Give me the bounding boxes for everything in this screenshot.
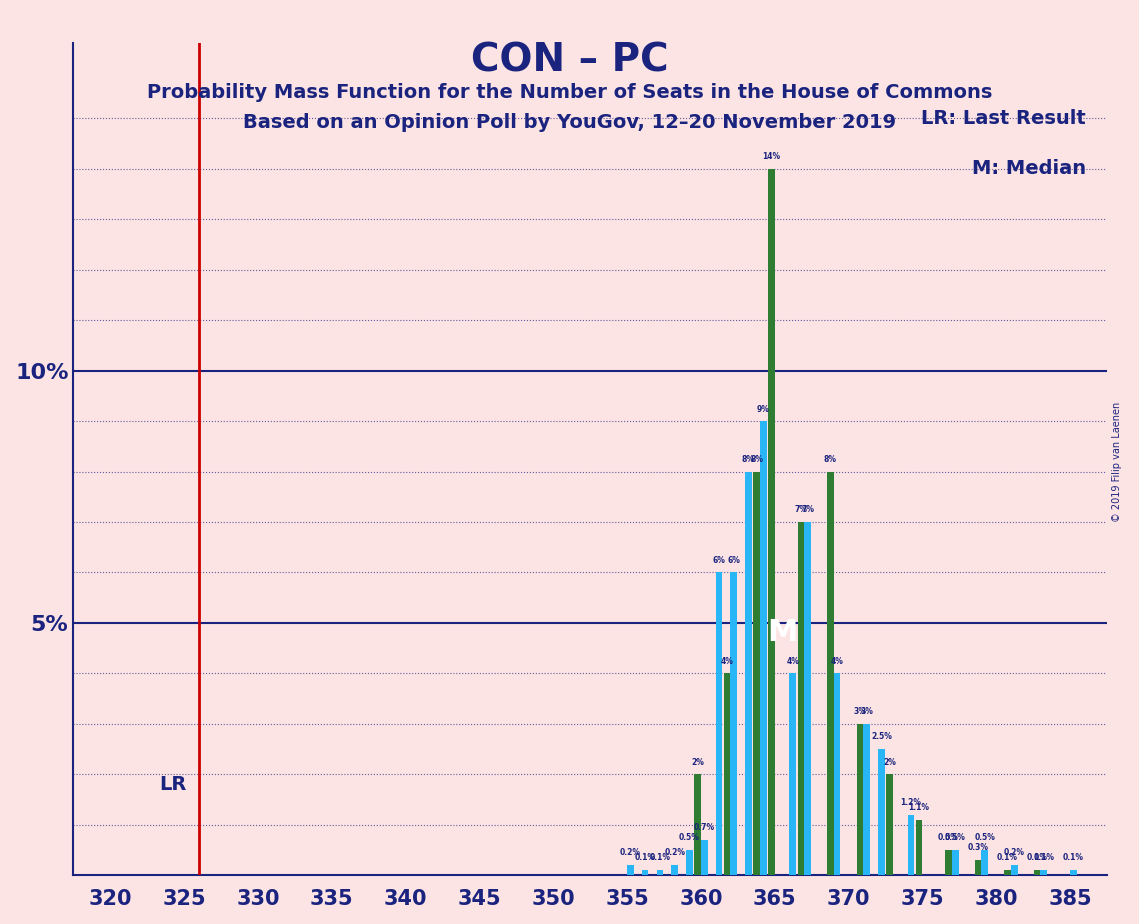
Text: Probability Mass Function for the Number of Seats in the House of Commons: Probability Mass Function for the Number… bbox=[147, 83, 992, 103]
Bar bbox=[760, 421, 767, 875]
Bar bbox=[975, 860, 982, 875]
Text: 0.1%: 0.1% bbox=[1063, 854, 1084, 862]
Text: CON – PC: CON – PC bbox=[470, 42, 669, 79]
Text: 0.5%: 0.5% bbox=[939, 833, 959, 843]
Text: 0.1%: 0.1% bbox=[1033, 854, 1055, 862]
Text: M: M bbox=[767, 618, 797, 648]
Text: 0.7%: 0.7% bbox=[694, 823, 715, 833]
Bar bbox=[1040, 870, 1047, 875]
Text: 7%: 7% bbox=[801, 505, 814, 515]
Text: 0.2%: 0.2% bbox=[664, 848, 686, 857]
Bar bbox=[686, 850, 693, 875]
Bar bbox=[730, 573, 737, 875]
Text: 0.5%: 0.5% bbox=[679, 833, 699, 843]
Text: 0.3%: 0.3% bbox=[968, 844, 989, 853]
Text: 8%: 8% bbox=[741, 455, 755, 464]
Bar bbox=[656, 870, 663, 875]
Bar bbox=[916, 820, 923, 875]
Text: 7%: 7% bbox=[794, 505, 808, 515]
Text: 8%: 8% bbox=[751, 455, 763, 464]
Bar bbox=[878, 749, 885, 875]
Text: M: Median: M: Median bbox=[972, 159, 1087, 178]
Text: 6%: 6% bbox=[728, 556, 740, 565]
Bar bbox=[1034, 870, 1040, 875]
Text: 14%: 14% bbox=[762, 152, 780, 162]
Bar bbox=[753, 471, 760, 875]
Bar bbox=[886, 774, 893, 875]
Bar bbox=[982, 850, 988, 875]
Bar bbox=[827, 471, 834, 875]
Text: 0.1%: 0.1% bbox=[634, 854, 656, 862]
Bar bbox=[745, 471, 752, 875]
Text: © 2019 Filip van Laenen: © 2019 Filip van Laenen bbox=[1112, 402, 1122, 522]
Bar bbox=[863, 723, 870, 875]
Text: 4%: 4% bbox=[721, 657, 734, 666]
Text: 6%: 6% bbox=[713, 556, 726, 565]
Bar bbox=[723, 674, 730, 875]
Bar bbox=[695, 774, 700, 875]
Text: 3%: 3% bbox=[853, 707, 867, 716]
Text: 2%: 2% bbox=[691, 758, 704, 767]
Text: Based on an Opinion Poll by YouGov, 12–20 November 2019: Based on an Opinion Poll by YouGov, 12–2… bbox=[243, 113, 896, 132]
Bar bbox=[628, 865, 633, 875]
Bar bbox=[1011, 865, 1017, 875]
Text: 2%: 2% bbox=[883, 758, 896, 767]
Bar bbox=[908, 815, 915, 875]
Text: 3%: 3% bbox=[860, 707, 874, 716]
Text: 0.2%: 0.2% bbox=[620, 848, 641, 857]
Text: LR: LR bbox=[159, 775, 187, 794]
Text: 0.1%: 0.1% bbox=[997, 854, 1018, 862]
Text: 4%: 4% bbox=[830, 657, 844, 666]
Text: 4%: 4% bbox=[786, 657, 800, 666]
Bar bbox=[857, 723, 863, 875]
Bar bbox=[834, 674, 841, 875]
Bar bbox=[952, 850, 959, 875]
Text: 9%: 9% bbox=[756, 405, 770, 414]
Text: 0.1%: 0.1% bbox=[1026, 854, 1048, 862]
Bar bbox=[641, 870, 648, 875]
Bar bbox=[1070, 870, 1076, 875]
Bar bbox=[797, 522, 804, 875]
Text: 0.5%: 0.5% bbox=[974, 833, 995, 843]
Text: 1.1%: 1.1% bbox=[909, 803, 929, 812]
Text: 0.5%: 0.5% bbox=[944, 833, 966, 843]
Bar bbox=[715, 573, 722, 875]
Text: LR: Last Result: LR: Last Result bbox=[921, 109, 1087, 128]
Bar bbox=[671, 865, 678, 875]
Text: 8%: 8% bbox=[823, 455, 837, 464]
Bar bbox=[700, 840, 707, 875]
Bar bbox=[768, 169, 775, 875]
Bar bbox=[804, 522, 811, 875]
Text: 2.5%: 2.5% bbox=[871, 733, 892, 741]
Text: 0.1%: 0.1% bbox=[649, 854, 671, 862]
Bar bbox=[1005, 870, 1011, 875]
Bar bbox=[789, 674, 796, 875]
Text: 1.2%: 1.2% bbox=[901, 798, 921, 807]
Bar bbox=[945, 850, 952, 875]
Text: 0.2%: 0.2% bbox=[1003, 848, 1025, 857]
